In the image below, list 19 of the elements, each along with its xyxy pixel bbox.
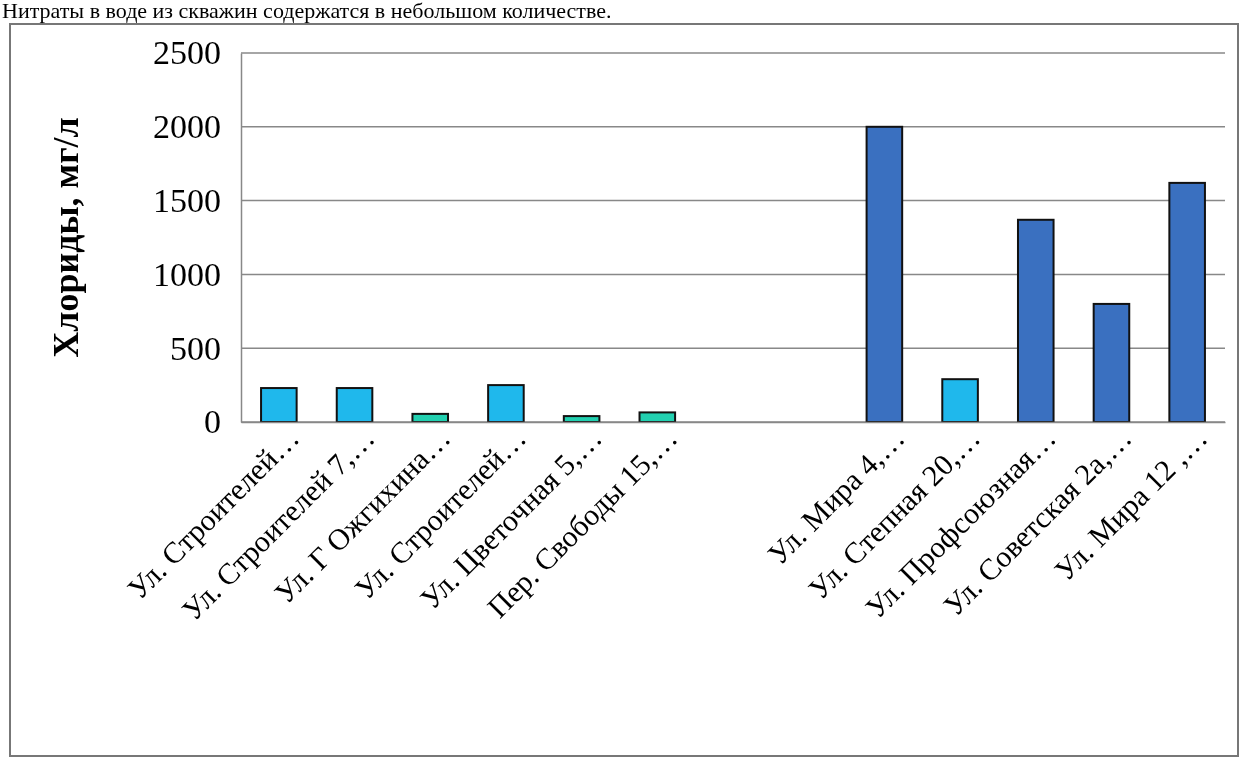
y-tick-label: 500 (170, 329, 221, 367)
bar (335, 387, 374, 423)
y-tick-label: 2000 (153, 108, 221, 146)
bar (1016, 218, 1055, 423)
bar (260, 387, 298, 423)
text: Нитраты в воде из скважин содержатся в небольшом количестве. (2, 0, 612, 23)
bar (1168, 181, 1206, 423)
bar (487, 384, 525, 423)
bar (411, 412, 450, 423)
bar (941, 378, 979, 423)
y-axis-title: Хлориды, мг/л (46, 117, 86, 358)
bar (865, 125, 904, 423)
y-tick-label: 2500 (153, 34, 221, 72)
bar (1092, 302, 1131, 423)
y-tick-label: 1500 (153, 181, 221, 219)
bar (562, 415, 601, 423)
y-tick-label: 0 (204, 403, 221, 441)
y-tick-label: 1000 (153, 255, 221, 293)
bar (638, 411, 677, 423)
